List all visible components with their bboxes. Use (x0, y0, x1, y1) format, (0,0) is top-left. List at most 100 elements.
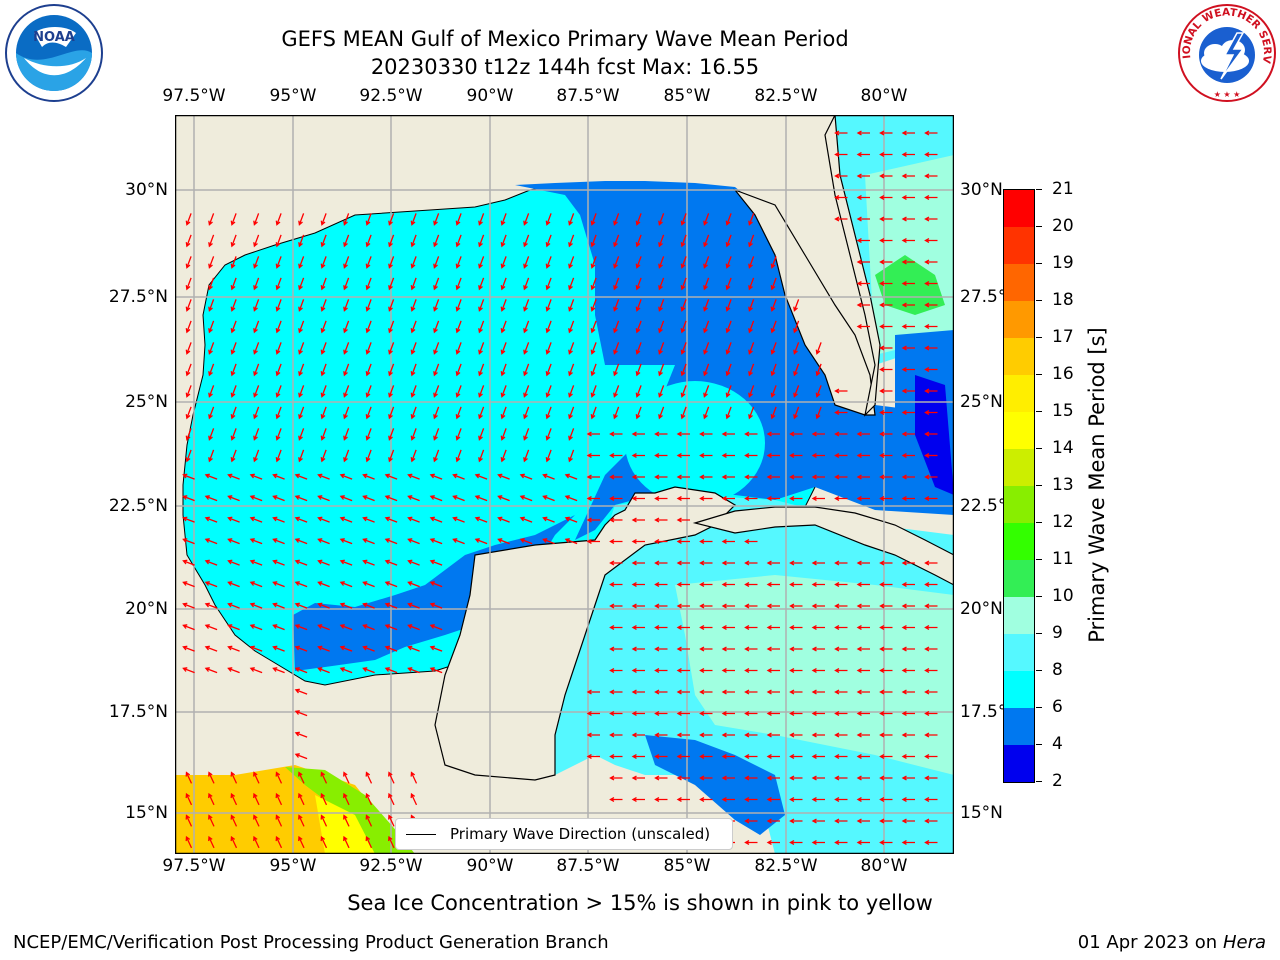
wave-arrow (654, 689, 668, 695)
wave-arrow (631, 668, 645, 673)
wave-arrow (879, 646, 893, 652)
wave-arrow (748, 320, 755, 334)
wave-arrow (339, 624, 353, 631)
wave-arrow (339, 559, 353, 566)
wave-arrow (410, 277, 417, 291)
wave-arrow (249, 559, 263, 566)
lon-tick-top: 87.5°W (556, 86, 620, 106)
wave-arrow (699, 754, 713, 759)
wave-arrow (410, 792, 418, 806)
wave-arrow (879, 840, 893, 845)
wave-arrow (834, 453, 848, 458)
wave-arrow (676, 560, 690, 566)
wave-arrow (879, 668, 893, 673)
wave-arrow (901, 345, 915, 351)
caribbean-water-blue (645, 735, 785, 835)
wave-arrow (721, 625, 735, 630)
wave-arrow (230, 428, 237, 441)
wave-arrow (834, 582, 848, 587)
wave-arrow (901, 840, 915, 845)
wave-arrow (586, 474, 600, 480)
wave-arrow (478, 342, 485, 355)
wave-arrow (410, 771, 418, 784)
wave-arrow (365, 385, 372, 398)
wave-arrow (230, 277, 237, 291)
wave-arrow (429, 645, 443, 652)
wave-arrow (879, 410, 893, 415)
wave-arrow (362, 624, 375, 631)
wave-arrow (388, 385, 395, 398)
wave-arrow (275, 835, 283, 849)
colorbar-segment (1004, 634, 1034, 671)
wave-arrow (253, 449, 260, 463)
legend-label: Primary Wave Direction (unscaled) (450, 825, 711, 843)
wave-arrow (770, 406, 777, 420)
wave-arrow (294, 516, 308, 523)
wave-arrow (497, 473, 510, 480)
wave-arrow (856, 152, 870, 157)
pacific-yellow (315, 795, 375, 854)
wave-arrow (320, 406, 327, 420)
lon-tick-top: 80°W (860, 86, 908, 106)
cuba-land (692, 506, 954, 586)
wave-arrow (654, 668, 668, 673)
wave-arrow (208, 299, 215, 312)
wave-arrow (590, 342, 597, 355)
wave-arrow (208, 342, 215, 355)
footer-date-text: 01 Apr 2023 on (1077, 932, 1223, 953)
colorbar-segment (1004, 560, 1034, 597)
wave-arrow (834, 560, 848, 566)
wave-arrow (365, 835, 373, 849)
wave-arrow (294, 710, 308, 717)
wave-arrow (879, 324, 893, 329)
wave-arrow (748, 385, 755, 398)
wave-arrow (362, 559, 375, 566)
wave-arrow (834, 689, 848, 695)
colorbar-tick-mark (1036, 263, 1042, 264)
wave-arrow (748, 256, 755, 269)
wave-arrow (208, 385, 215, 398)
wave-arrow (654, 603, 668, 609)
wave-arrow (680, 385, 687, 398)
wave-arrow (384, 495, 398, 502)
wave-arrow (924, 152, 938, 157)
wave-arrow (924, 453, 938, 458)
wave-arrow (654, 754, 668, 759)
wave-arrow (815, 363, 822, 377)
wave-arrow (320, 363, 327, 377)
atlantic-green (875, 255, 945, 315)
wave-arrow (455, 385, 462, 398)
wave-arrow (275, 342, 282, 355)
wave-arrow (924, 173, 938, 179)
wave-arrow (320, 342, 327, 355)
wave-arrow (362, 667, 375, 674)
wave-arrow (856, 195, 870, 200)
lat-ticks-left: 30°N 27.5°N 25°N 22.5°N 20°N 17.5°N 15°N (0, 0, 172, 960)
wave-arrow (564, 473, 578, 480)
wave-arrow (182, 538, 195, 545)
wave-arrow (635, 406, 642, 420)
wave-arrow (834, 625, 848, 630)
wave-arrow (635, 277, 642, 291)
colorbar-tick-label: 13 (1052, 475, 1074, 495)
wave-arrow (676, 431, 690, 437)
wave-arrow (879, 259, 893, 265)
wave-arrow (208, 256, 215, 269)
wave-arrow (182, 645, 195, 652)
lat-tick-right: 20°N (960, 599, 1003, 619)
wave-arrow (721, 453, 735, 458)
wave-arrow (590, 406, 597, 420)
wave-arrow (901, 775, 915, 781)
colorbar-segment (1004, 338, 1034, 375)
lon-tick-top: 82.5°W (754, 86, 818, 106)
colorbar-tick-label: 12 (1052, 512, 1074, 532)
wave-arrow (388, 363, 395, 377)
wave-arrow (433, 449, 440, 463)
wave-arrow (924, 646, 938, 652)
wave-arrow (272, 624, 285, 631)
wave-arrow (609, 603, 623, 609)
wave-arrow (249, 624, 263, 631)
wave-arrow (474, 473, 488, 480)
wave-arrow (523, 320, 530, 334)
wave-arrow (182, 473, 195, 480)
